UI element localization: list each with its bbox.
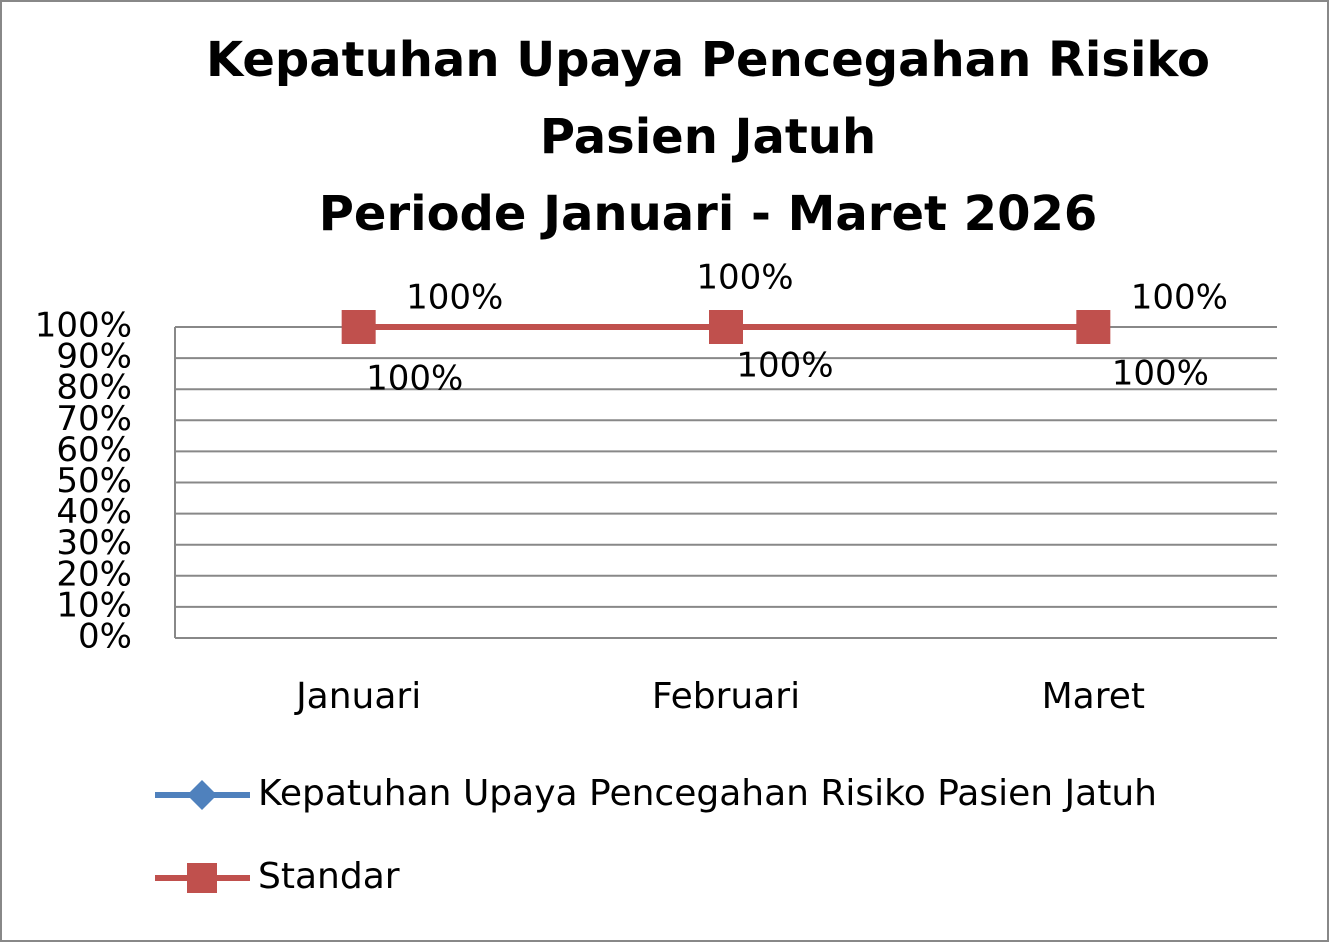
chart-title: Kepatuhan Upaya Pencegahan Risiko <box>206 32 1210 88</box>
data-label: 100% <box>1131 278 1228 318</box>
data-label: 100% <box>736 346 833 386</box>
data-label: 100% <box>406 278 503 318</box>
y-tick-label: 40% <box>56 492 132 532</box>
x-tick-label: Maret <box>1042 676 1145 717</box>
data-label: 100% <box>696 258 793 298</box>
y-tick-label: 100% <box>35 306 132 346</box>
x-tick-label: Januari <box>294 676 421 717</box>
data-label: 100% <box>1112 354 1209 394</box>
x-tick-label: Februari <box>652 676 800 717</box>
chart-title: Periode Januari - Maret 2026 <box>319 186 1098 242</box>
y-tick-label: 10% <box>56 585 132 625</box>
legend-label: Kepatuhan Upaya Pencegahan Risiko Pasien… <box>258 773 1157 814</box>
point-marker <box>341 310 376 344</box>
y-tick-label: 70% <box>56 399 132 439</box>
y-tick-label: 80% <box>56 368 132 408</box>
legend-marker <box>187 780 217 810</box>
point-marker <box>709 310 743 344</box>
y-tick-label: 0% <box>78 617 132 657</box>
point-marker <box>1076 310 1111 344</box>
legend-marker <box>187 863 217 893</box>
data-label: 100% <box>366 359 463 399</box>
chart-title: Pasien Jatuh <box>540 109 876 165</box>
y-tick-label: 30% <box>56 523 132 563</box>
y-tick-label: 50% <box>56 461 132 501</box>
legend-label: Standar <box>258 856 400 897</box>
y-tick-label: 90% <box>56 337 132 377</box>
y-tick-label: 20% <box>56 554 132 594</box>
y-tick-label: 60% <box>56 430 132 470</box>
